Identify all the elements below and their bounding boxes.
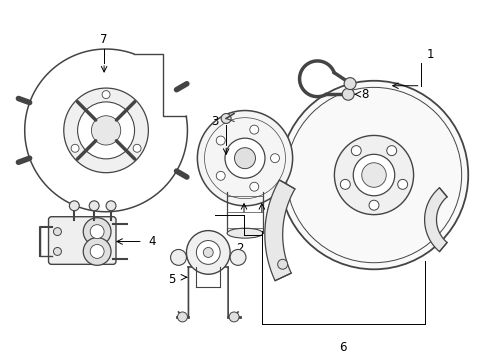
Circle shape xyxy=(229,312,239,322)
Circle shape xyxy=(63,88,148,173)
Circle shape xyxy=(90,244,104,258)
Circle shape xyxy=(102,91,110,99)
Circle shape xyxy=(224,138,264,178)
Circle shape xyxy=(177,312,187,322)
Circle shape xyxy=(277,259,287,269)
Circle shape xyxy=(340,179,349,189)
Circle shape xyxy=(234,148,255,168)
Circle shape xyxy=(133,144,141,152)
Circle shape xyxy=(397,179,407,189)
Circle shape xyxy=(203,247,213,257)
Circle shape xyxy=(249,125,258,134)
Circle shape xyxy=(89,201,99,211)
Polygon shape xyxy=(424,188,446,252)
Circle shape xyxy=(69,201,79,211)
Ellipse shape xyxy=(226,228,263,238)
Circle shape xyxy=(83,218,111,246)
Circle shape xyxy=(83,238,111,265)
Text: 6: 6 xyxy=(339,341,346,354)
Circle shape xyxy=(350,146,361,156)
Text: 3: 3 xyxy=(211,116,219,129)
Circle shape xyxy=(216,171,225,180)
Circle shape xyxy=(91,116,121,145)
Circle shape xyxy=(71,144,79,152)
Circle shape xyxy=(78,102,134,159)
Circle shape xyxy=(361,163,386,187)
Circle shape xyxy=(197,111,292,206)
Circle shape xyxy=(221,113,231,123)
Text: 5: 5 xyxy=(168,273,175,286)
Circle shape xyxy=(344,78,355,90)
Text: 1: 1 xyxy=(426,48,433,61)
Circle shape xyxy=(342,88,353,100)
Circle shape xyxy=(90,225,104,239)
Circle shape xyxy=(196,240,220,264)
Circle shape xyxy=(106,201,116,211)
Circle shape xyxy=(334,135,413,215)
Text: 2: 2 xyxy=(236,242,244,255)
Circle shape xyxy=(368,200,378,210)
Circle shape xyxy=(53,247,61,255)
Circle shape xyxy=(170,249,186,265)
Circle shape xyxy=(230,249,245,265)
Text: 4: 4 xyxy=(148,235,156,248)
Circle shape xyxy=(249,182,258,191)
Text: 7: 7 xyxy=(100,33,108,46)
Circle shape xyxy=(352,154,394,196)
Polygon shape xyxy=(264,180,294,281)
Circle shape xyxy=(279,81,468,269)
FancyBboxPatch shape xyxy=(48,217,116,264)
Circle shape xyxy=(270,154,279,163)
Circle shape xyxy=(186,231,230,274)
Circle shape xyxy=(53,228,61,235)
Circle shape xyxy=(386,146,396,156)
Circle shape xyxy=(216,136,225,145)
Text: 8: 8 xyxy=(360,88,368,101)
